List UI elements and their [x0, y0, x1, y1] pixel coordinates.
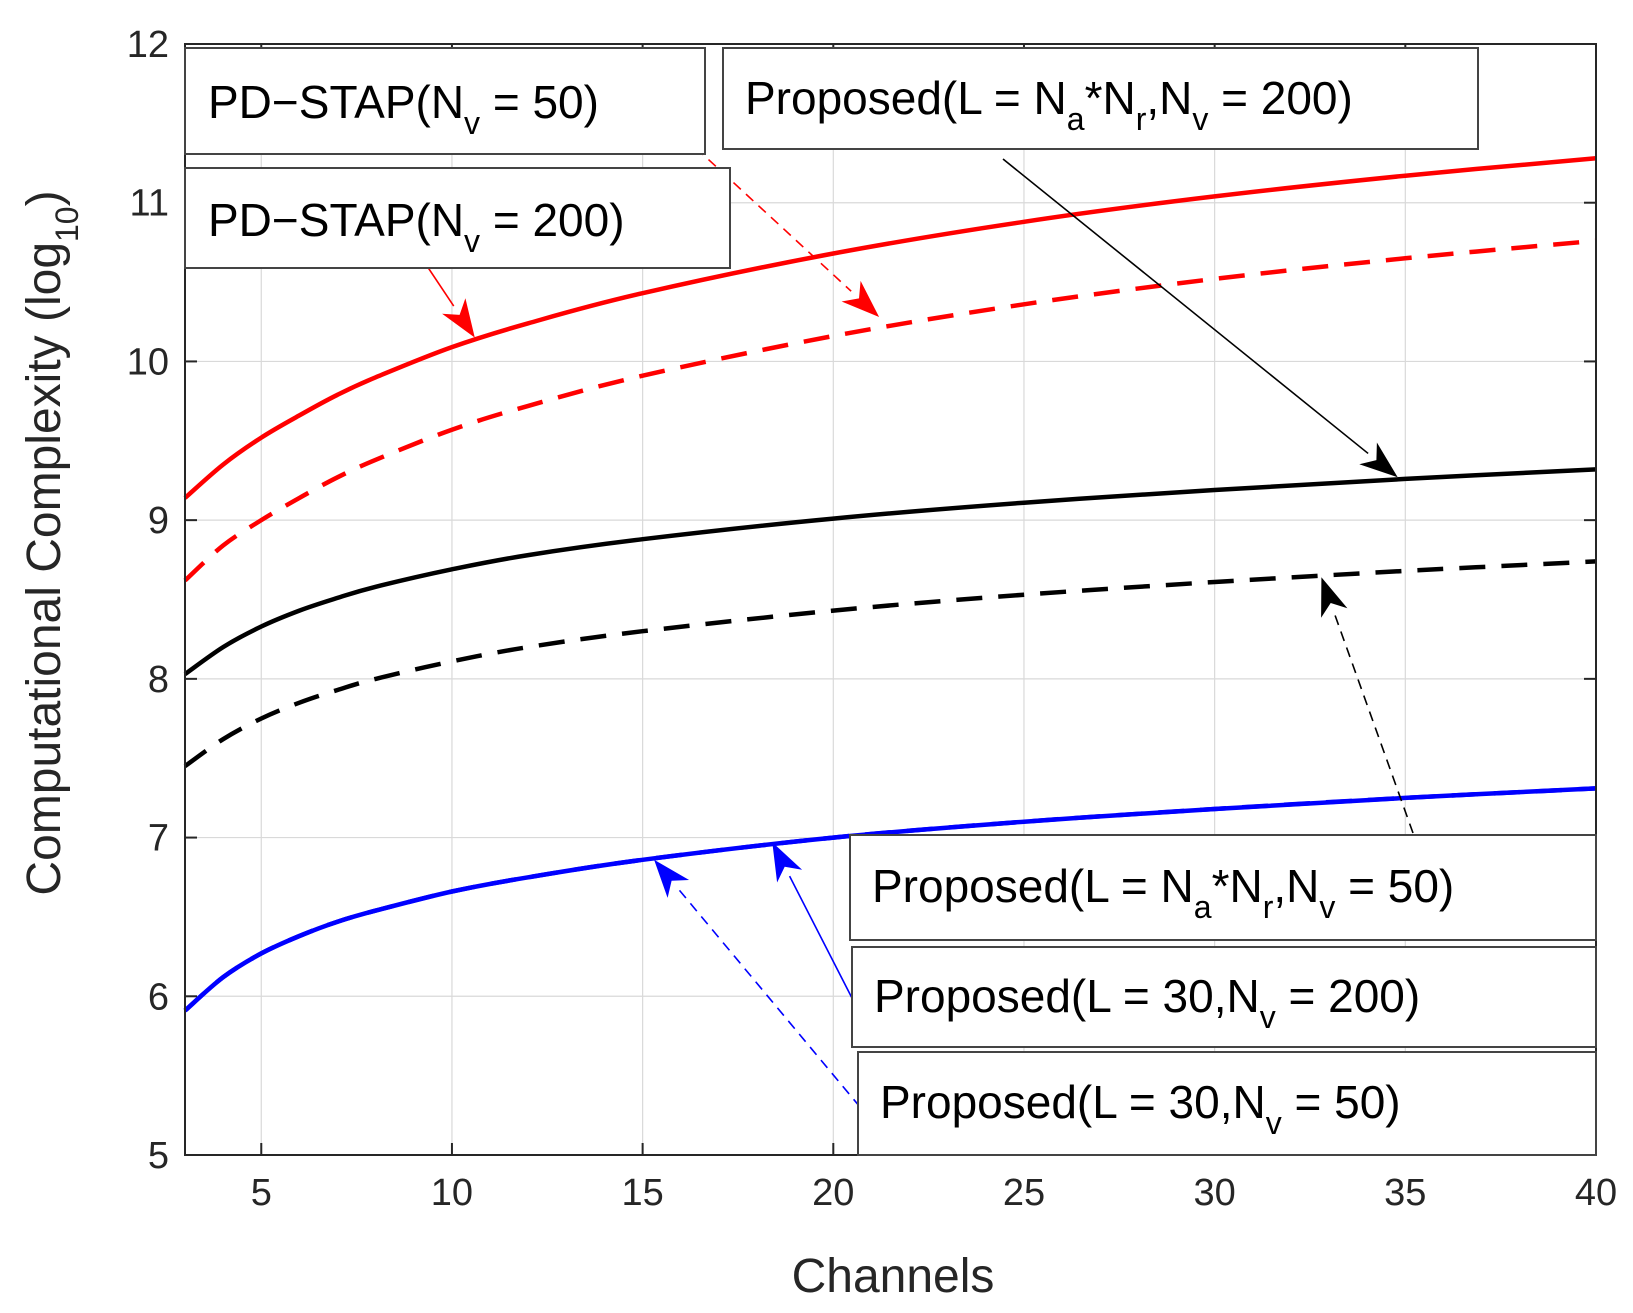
series-line-1 [183, 238, 1597, 583]
annotation-box-l30-50 [857, 1051, 1597, 1156]
annotation-arrow-line-l30-200 [788, 875, 854, 1001]
x-tick-label: 25 [1003, 1172, 1045, 1214]
annotation-pre: Proposed(L = 30,N [880, 1076, 1266, 1128]
annotation-arrow-line-prop50 [1333, 612, 1414, 834]
annotation-sub1: a [1194, 889, 1212, 925]
annotation-label-pd200: PD−STAP(Nv = 200) [208, 194, 625, 259]
annotation-mid: = 200) [480, 194, 625, 246]
y-tick-label: 11 [130, 183, 169, 225]
annotation-pre: PD−STAP(N [208, 194, 464, 246]
annotation-pre: Proposed(L = N [745, 72, 1067, 124]
y-tick-label: 8 [148, 659, 169, 701]
annotation-box-l30-200 [851, 946, 1597, 1048]
annotation-mid: = 200) [1276, 970, 1421, 1022]
x-tick-label: 10 [431, 1172, 473, 1214]
y-axis-title-main: Computational Complexity (log [18, 242, 71, 896]
series-line-5 [183, 786, 1597, 1013]
annotation-sub1: v [1260, 999, 1276, 1035]
series-line-3 [183, 559, 1597, 768]
x-axis-title: Channels [792, 1250, 995, 1303]
annotation-arrow-head-l30-50 [654, 859, 690, 898]
annotation-sub2: r [1263, 889, 1274, 925]
annotation-arrow-head-l30-200 [772, 842, 803, 883]
y-tick-label: 12 [127, 24, 169, 66]
series-line-2 [183, 467, 1597, 676]
annotation-pre: PD−STAP(N [208, 76, 464, 128]
annotation-arrow-head-pd50 [841, 280, 880, 317]
annotation-arrow-line-prop200 [1002, 158, 1369, 455]
annotation-boxes: PD−STAP(Nv = 50)PD−STAP(Nv = 200)Propose… [184, 47, 1597, 1156]
annotation-mid: *N [1212, 860, 1263, 912]
annotation-arrow-head-prop200 [1359, 442, 1398, 478]
annotation-sub3: v [1192, 101, 1208, 137]
x-tick-label: 15 [621, 1172, 663, 1214]
series-layer [183, 156, 1597, 1013]
annotation-mid: *N [1085, 72, 1136, 124]
y-tick-label: 7 [148, 818, 169, 860]
annotation-box-prop50 [849, 834, 1597, 941]
y-tick-label: 9 [148, 500, 169, 542]
x-tick-label: 20 [812, 1172, 854, 1214]
annotation-sub3: v [1319, 889, 1335, 925]
x-tick-label: 35 [1384, 1172, 1426, 1214]
annotation-arrow-line-pd200 [424, 262, 455, 307]
annotation-box-pd200 [184, 167, 731, 269]
annotation-mid: = 50) [1282, 1076, 1401, 1128]
x-tick-label: 40 [1575, 1172, 1617, 1214]
annotation-sub2: r [1136, 101, 1147, 137]
x-tick-label: 30 [1194, 1172, 1236, 1214]
y-tick-label: 6 [148, 976, 169, 1018]
x-tick-label: 5 [251, 1172, 272, 1214]
annotation-label-prop50: Proposed(L = Na*Nr,Nv = 50) [872, 860, 1454, 925]
annotation-sub1: a [1067, 101, 1085, 137]
annotation-sub1: v [1266, 1105, 1282, 1141]
annotation-mid: = 50) [480, 76, 599, 128]
annotation-label-pd50: PD−STAP(Nv = 50) [208, 76, 599, 141]
annotation-post: ,N [1146, 72, 1192, 124]
y-axis-title: Computational Complexity (log10) [18, 190, 85, 895]
annotation-label-prop200: Proposed(L = Na*Nr,Nv = 200) [745, 72, 1353, 137]
series-line-0 [183, 156, 1597, 500]
annotation-label-l30-50: Proposed(L = 30,Nv = 50) [880, 1076, 1401, 1141]
annotation-sub1: v [464, 105, 480, 141]
y-tick-label: 10 [127, 341, 169, 383]
y-axis-title-sub: 10 [49, 206, 85, 242]
annotation-arrow-head-prop50 [1321, 577, 1348, 618]
annotation-end: = 50) [1335, 860, 1454, 912]
annotation-post: ,N [1273, 860, 1319, 912]
annotation-box-prop200 [722, 47, 1479, 150]
y-tick-label: 5 [148, 1135, 169, 1177]
annotation-arrows [424, 147, 1414, 1108]
annotation-arrow-head-pd200 [442, 298, 475, 338]
annotation-end: = 200) [1208, 72, 1353, 124]
axis-ticks: 5 10 15 20 25 30 35 40 5 6 7 8 9 10 11 12 [127, 24, 1617, 1214]
annotation-box-pd50 [184, 47, 706, 155]
annotation-pre: Proposed(L = 30,N [874, 970, 1260, 1022]
y-axis-title-suffix: ) [18, 190, 71, 206]
annotation-sub1: v [464, 223, 480, 259]
annotation-arrow-line-l30-50 [677, 888, 861, 1108]
annotation-label-l30-200: Proposed(L = 30,Nv = 200) [874, 970, 1420, 1035]
annotation-pre: Proposed(L = N [872, 860, 1194, 912]
